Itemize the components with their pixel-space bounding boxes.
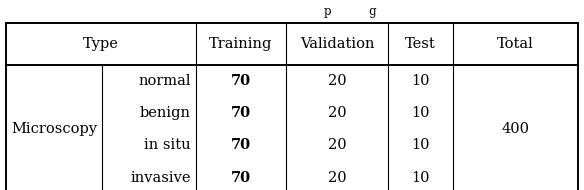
Text: Validation: Validation xyxy=(300,37,374,51)
Text: 10: 10 xyxy=(411,106,430,120)
Text: 70: 70 xyxy=(231,171,251,185)
Text: Microscopy: Microscopy xyxy=(11,122,97,136)
Text: normal: normal xyxy=(138,74,191,88)
Text: Total: Total xyxy=(497,37,534,51)
Text: 20: 20 xyxy=(328,74,346,88)
Text: invasive: invasive xyxy=(130,171,191,185)
Text: benign: benign xyxy=(140,106,191,120)
Text: Type: Type xyxy=(83,37,119,51)
Text: 20: 20 xyxy=(328,171,346,185)
Text: in situ: in situ xyxy=(144,138,191,152)
Text: 20: 20 xyxy=(328,138,346,152)
Text: 70: 70 xyxy=(231,74,251,88)
Text: 70: 70 xyxy=(231,138,251,152)
Text: 10: 10 xyxy=(411,74,430,88)
Text: 10: 10 xyxy=(411,138,430,152)
Text: 20: 20 xyxy=(328,106,346,120)
Text: 70: 70 xyxy=(231,106,251,120)
Text: Training: Training xyxy=(209,37,273,51)
Text: 10: 10 xyxy=(411,171,430,185)
Text: p          g: p g xyxy=(324,5,377,18)
Text: Test: Test xyxy=(405,37,436,51)
Text: 400: 400 xyxy=(502,122,529,136)
